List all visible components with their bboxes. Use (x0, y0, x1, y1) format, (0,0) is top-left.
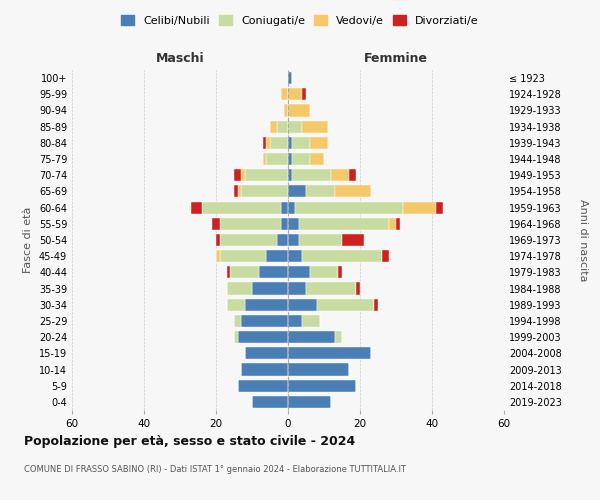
Bar (389, 218, 396, 230)
Bar (317, 298, 374, 311)
Bar (238, 331, 288, 343)
Y-axis label: Fasce di età: Fasce di età (23, 207, 33, 273)
Bar (266, 250, 288, 262)
Bar (227, 266, 230, 278)
Bar (299, 218, 389, 230)
Bar (288, 120, 302, 132)
Bar (310, 153, 324, 165)
Bar (227, 282, 252, 294)
Bar (302, 120, 328, 132)
Bar (331, 169, 349, 181)
Bar (227, 298, 245, 311)
Bar (241, 315, 288, 327)
Bar (288, 250, 302, 262)
Bar (342, 234, 364, 246)
Bar (310, 137, 328, 149)
Bar (288, 218, 299, 230)
Bar (292, 137, 310, 149)
Bar (281, 88, 288, 101)
Bar (252, 282, 288, 294)
Bar (259, 266, 288, 278)
Bar (288, 315, 302, 327)
Bar (270, 120, 277, 132)
Bar (263, 137, 266, 149)
Text: Femmine: Femmine (364, 52, 428, 65)
Bar (288, 396, 331, 408)
Bar (220, 218, 281, 230)
Bar (277, 120, 288, 132)
Bar (436, 202, 443, 213)
Bar (220, 250, 266, 262)
Bar (288, 298, 317, 311)
Bar (288, 331, 335, 343)
Bar (212, 218, 220, 230)
Bar (306, 186, 335, 198)
Bar (302, 315, 320, 327)
Bar (310, 266, 338, 278)
Bar (374, 298, 378, 311)
Bar (241, 364, 288, 376)
Bar (288, 186, 306, 198)
Bar (234, 186, 238, 198)
Bar (288, 282, 306, 294)
Bar (288, 169, 292, 181)
Bar (396, 218, 400, 230)
Bar (338, 266, 342, 278)
Bar (288, 266, 310, 278)
Bar (302, 88, 306, 101)
Text: Popolazione per età, sesso e stato civile - 2024: Popolazione per età, sesso e stato civil… (24, 435, 355, 448)
Bar (288, 380, 356, 392)
Bar (288, 153, 292, 165)
Bar (382, 250, 389, 262)
Bar (266, 137, 270, 149)
Bar (252, 396, 288, 408)
Bar (234, 315, 241, 327)
Bar (288, 364, 349, 376)
Bar (216, 234, 220, 246)
Bar (238, 380, 288, 392)
Bar (234, 169, 241, 181)
Bar (288, 104, 310, 117)
Bar (230, 266, 259, 278)
Bar (191, 202, 202, 213)
Bar (245, 169, 288, 181)
Bar (238, 186, 241, 198)
Text: Maschi: Maschi (155, 52, 205, 65)
Bar (241, 169, 245, 181)
Bar (403, 202, 436, 213)
Bar (241, 186, 288, 198)
Bar (356, 282, 360, 294)
Bar (306, 282, 356, 294)
Bar (349, 169, 356, 181)
Bar (295, 202, 403, 213)
Bar (263, 153, 266, 165)
Bar (288, 72, 292, 84)
Bar (288, 348, 371, 360)
Bar (335, 186, 371, 198)
Bar (220, 234, 277, 246)
Bar (288, 137, 292, 149)
Bar (270, 137, 288, 149)
Bar (299, 234, 342, 246)
Y-axis label: Anni di nascita: Anni di nascita (578, 198, 589, 281)
Bar (281, 218, 288, 230)
Bar (245, 298, 288, 311)
Bar (266, 153, 288, 165)
Bar (302, 250, 382, 262)
Bar (292, 153, 310, 165)
Bar (288, 234, 299, 246)
Bar (277, 234, 288, 246)
Bar (288, 202, 295, 213)
Bar (281, 202, 288, 213)
Bar (216, 250, 220, 262)
Bar (335, 331, 342, 343)
Bar (202, 202, 281, 213)
Text: COMUNE DI FRASSO SABINO (RI) - Dati ISTAT 1° gennaio 2024 - Elaborazione TUTTITA: COMUNE DI FRASSO SABINO (RI) - Dati ISTA… (24, 465, 406, 474)
Bar (288, 88, 302, 101)
Legend: Celibi/Nubili, Coniugati/e, Vedovi/e, Divorziati/e: Celibi/Nubili, Coniugati/e, Vedovi/e, Di… (117, 10, 483, 30)
Bar (245, 348, 288, 360)
Bar (292, 169, 331, 181)
Bar (234, 331, 238, 343)
Bar (284, 104, 288, 117)
